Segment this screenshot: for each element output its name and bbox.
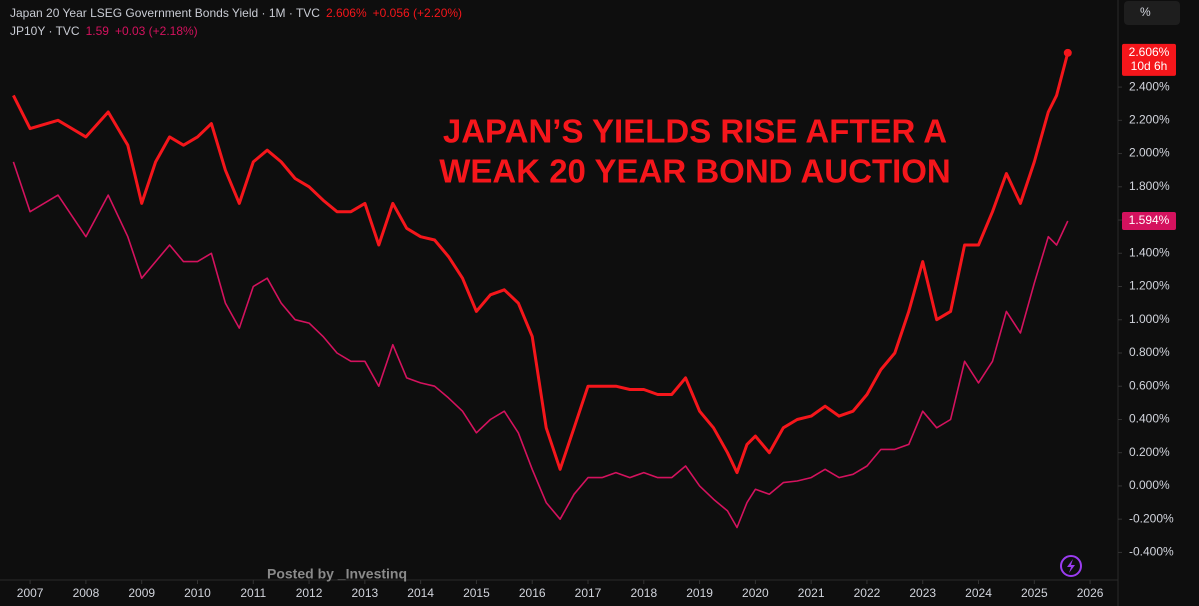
x-tick-label: 2023 xyxy=(909,586,936,600)
y-tick-label: -0.400% xyxy=(1129,545,1174,559)
x-tick-label: 2012 xyxy=(296,586,323,600)
x-tick-label: 2017 xyxy=(575,586,602,600)
price-badge-countdown: 10d 6h xyxy=(1131,59,1168,73)
y-tick-label: 0.600% xyxy=(1129,378,1170,392)
x-tick-label: 2014 xyxy=(407,586,434,600)
y-tick-label: 0.000% xyxy=(1129,478,1170,492)
price-badge-label: 2.606% xyxy=(1129,45,1170,59)
legend-row: Japan 20 Year LSEG Government Bonds Yiel… xyxy=(10,6,468,20)
credit: Posted by _Investinq xyxy=(267,566,407,582)
y-tick-label: 1.000% xyxy=(1129,312,1170,326)
y-tick-label: 1.800% xyxy=(1129,179,1170,193)
legend-change: +0.056 (+2.20%) xyxy=(372,6,463,20)
y-tick-label: 2.200% xyxy=(1129,112,1170,126)
x-tick-label: 2007 xyxy=(17,586,44,600)
legend-name: Japan 20 Year LSEG Government Bonds Yiel… xyxy=(10,6,320,20)
scale-button[interactable] xyxy=(1124,1,1180,25)
y-tick-label: 0.800% xyxy=(1129,345,1170,359)
x-tick-label: 2022 xyxy=(854,586,881,600)
x-tick-label: 2016 xyxy=(519,586,546,600)
x-tick-label: 2019 xyxy=(686,586,713,600)
y-tick-label: 1.200% xyxy=(1129,279,1170,293)
legend-value: 2.606% xyxy=(325,6,367,20)
annotation-line: WEAK 20 YEAR BOND AUCTION xyxy=(439,153,951,190)
price-badge xyxy=(1122,212,1176,231)
annotation-line: JAPAN’S YIELDS RISE AFTER A xyxy=(443,113,947,150)
y-tick-label: 2.400% xyxy=(1129,79,1170,93)
y-tick-label: 0.200% xyxy=(1129,445,1170,459)
x-tick-label: 2013 xyxy=(352,586,379,600)
x-tick-label: 2025 xyxy=(1021,586,1048,600)
y-tick-label: 0.400% xyxy=(1129,412,1170,426)
lightning-icon[interactable] xyxy=(1060,555,1082,577)
y-tick-label: 2.000% xyxy=(1129,146,1170,160)
series-line xyxy=(12,52,1070,475)
x-tick-label: 2010 xyxy=(184,586,211,600)
price-badge xyxy=(1122,43,1176,76)
x-tick-label: 2020 xyxy=(742,586,769,600)
x-tick-label: 2011 xyxy=(240,586,266,600)
x-tick-label: 2008 xyxy=(73,586,100,600)
x-tick-label: 2018 xyxy=(630,586,657,600)
legend-name: JP10Y · TVC xyxy=(10,24,80,38)
y-tick-label: 1.400% xyxy=(1129,245,1170,259)
x-tick-label: 2024 xyxy=(965,586,992,600)
lightning-bolt xyxy=(1067,559,1075,573)
scale-button-label[interactable]: % xyxy=(1140,5,1151,19)
x-tick-label: 2015 xyxy=(463,586,490,600)
x-tick-label: 2009 xyxy=(128,586,155,600)
y-tick-label: -0.200% xyxy=(1129,511,1174,525)
legend-row: JP10Y · TVC 1.59 +0.03 (+2.18%) xyxy=(10,24,204,38)
legend-value: 1.59 xyxy=(85,24,109,38)
series-line xyxy=(12,161,1069,529)
last-point xyxy=(1063,48,1072,57)
price-badge-label: 1.594% xyxy=(1129,213,1170,227)
legend-change: +0.03 (+2.18%) xyxy=(114,24,198,38)
x-tick-label: 2026 xyxy=(1077,586,1104,600)
x-tick-label: 2021 xyxy=(798,586,825,600)
